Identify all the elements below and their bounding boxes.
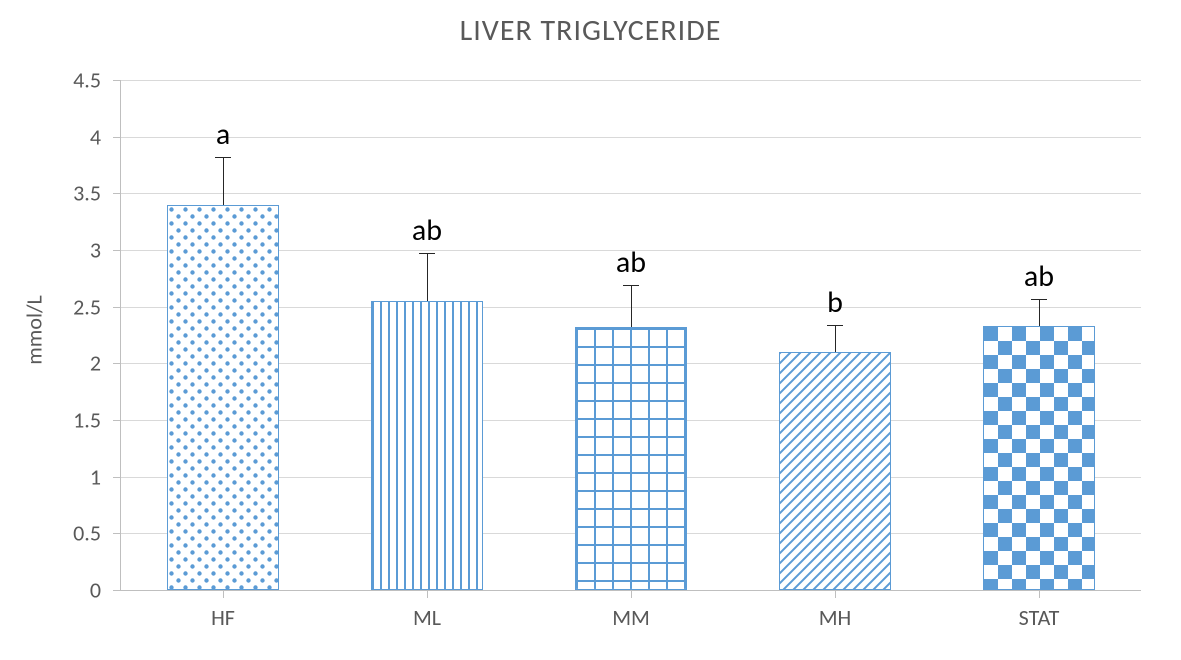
error-cap <box>419 253 435 254</box>
y-axis-label: mmol/L <box>21 295 48 365</box>
bar-ml <box>371 301 483 590</box>
y-tick <box>113 307 121 308</box>
y-tick-label: 4 <box>90 123 101 150</box>
x-tick-label: STAT <box>1019 604 1060 631</box>
y-tick-label: 4.5 <box>73 67 101 94</box>
bar-mh <box>779 352 891 590</box>
y-tick-label: 0.5 <box>73 520 101 547</box>
gridline <box>121 137 1141 138</box>
error-bar <box>835 325 836 352</box>
gridline <box>121 193 1141 194</box>
significance-label: ab <box>412 212 442 249</box>
error-bar <box>223 157 224 205</box>
y-tick-label: 0 <box>90 577 101 604</box>
y-tick-label: 3 <box>90 237 101 264</box>
x-tick <box>835 590 836 598</box>
y-tick-label: 3.5 <box>73 180 101 207</box>
x-tick <box>631 590 632 598</box>
liver-triglyceride-chart: LIVER TRIGLYCERIDE mmol/L 0 0.5 1 1.5 2 2.5 3 3… <box>0 0 1181 660</box>
x-tick <box>223 590 224 598</box>
error-bar <box>1039 299 1040 326</box>
error-bar <box>427 253 428 301</box>
error-cap <box>827 325 843 326</box>
x-tick-label: HF <box>211 604 235 631</box>
y-tick <box>113 137 121 138</box>
gridline <box>121 80 1141 81</box>
y-tick-label: 1 <box>90 463 101 490</box>
x-tick <box>1039 590 1040 598</box>
significance-label: a <box>216 116 230 153</box>
y-tick <box>113 420 121 421</box>
x-tick-label: MH <box>819 604 852 631</box>
y-tick <box>113 363 121 364</box>
significance-label: ab <box>1024 258 1054 295</box>
error-bar <box>631 285 632 327</box>
x-tick-label: MM <box>612 604 650 631</box>
y-tick <box>113 193 121 194</box>
y-tick-label: 2 <box>90 350 101 377</box>
error-cap <box>623 285 639 286</box>
y-tick <box>113 590 121 591</box>
significance-label: ab <box>616 244 646 281</box>
chart-title: LIVER TRIGLYCERIDE <box>0 12 1181 49</box>
y-tick-label: 2.5 <box>73 293 101 320</box>
bar-stat <box>983 326 1095 590</box>
y-tick <box>113 250 121 251</box>
bar-hf <box>167 205 279 590</box>
y-tick <box>113 477 121 478</box>
x-tick <box>427 590 428 598</box>
y-tick <box>113 533 121 534</box>
x-tick-label: ML <box>413 604 441 631</box>
y-tick-label: 1.5 <box>73 407 101 434</box>
error-cap <box>215 157 231 158</box>
plot-area: 00.511.522.533.544.5aHFabMLabMMbMHabSTAT <box>120 80 1141 591</box>
error-cap <box>1031 299 1047 300</box>
bar-mm <box>575 327 687 590</box>
y-tick <box>113 80 121 81</box>
significance-label: b <box>827 284 843 321</box>
